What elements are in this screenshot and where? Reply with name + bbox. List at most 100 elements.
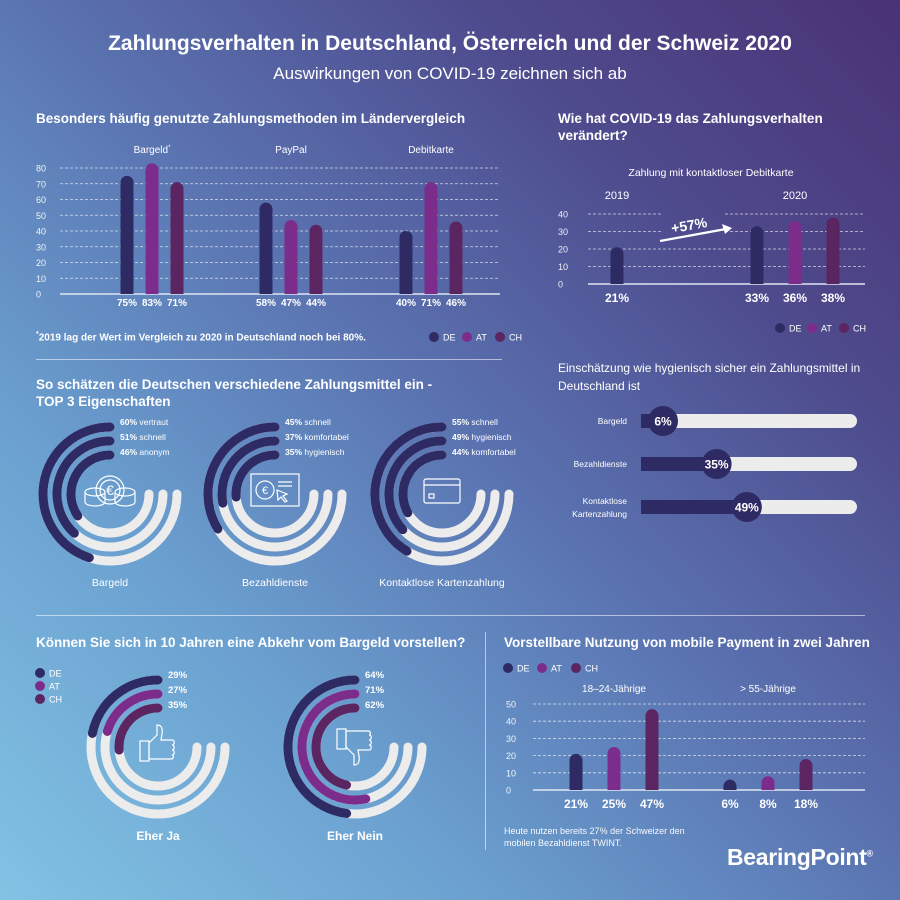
ring-value: 55%: [452, 417, 471, 427]
ring-attribute: hygienisch: [471, 432, 511, 442]
hygiene-row: Bezahldienste 35%: [574, 449, 857, 479]
radial-chart-cashless: 29% 27% 35% Eher Ja 64% 71% 62% Eher Nein: [86, 670, 427, 843]
y-tick-label: 10: [558, 262, 568, 272]
divider: [485, 632, 486, 850]
y-tick-label: 20: [36, 258, 46, 268]
progress-value: 35%: [705, 458, 729, 472]
progress-track: [641, 414, 857, 428]
ring-attribute: anonym: [139, 447, 169, 457]
screen: [250, 473, 300, 507]
credit-card-icon: [423, 478, 461, 504]
bar-ch: [799, 759, 813, 790]
y-tick-label: 40: [558, 210, 568, 220]
legend-label: DE: [789, 324, 802, 334]
group-label: 2020: [783, 190, 807, 202]
value-label: 6%: [721, 797, 739, 811]
thumbs-down-icon: [336, 728, 372, 766]
ring-value: 51%: [120, 432, 139, 442]
ring-label: 45% schnell: [285, 417, 331, 427]
legend-label: AT: [821, 324, 832, 334]
value-label: 8%: [759, 797, 777, 811]
legend-swatch-de: [35, 668, 45, 678]
thumb-cuff: [336, 728, 347, 750]
bar-de: [723, 779, 737, 790]
radial-bar: [102, 689, 163, 736]
row-label: Bargeld: [598, 416, 628, 426]
online-payment-icon: €: [250, 473, 300, 507]
bar-de: [120, 175, 134, 294]
mobile-footnote-line1: Heute nutzen bereits 27% der Schweizer d…: [504, 826, 685, 836]
ring-attribute: vertraut: [139, 417, 168, 427]
bar-de: [259, 202, 273, 294]
divider: [36, 359, 502, 360]
ring-attribute: hygienisch: [304, 447, 344, 457]
coin-stack: [84, 492, 106, 507]
legend-label: CH: [585, 664, 598, 674]
bar-de: [750, 226, 764, 284]
legend-swatch-de: [775, 323, 785, 333]
progress-fill: [641, 500, 747, 514]
radial-chart-label: Bezahldienste: [242, 577, 308, 589]
euro-coin: [95, 475, 125, 505]
bar-de: [569, 753, 583, 790]
group-label: Debitkarte: [408, 145, 454, 156]
bar-ch: [309, 224, 323, 294]
y-tick-label: 30: [558, 227, 568, 237]
legend-label: DE: [49, 669, 62, 679]
hygiene-row: Bargeld 6%: [598, 406, 857, 436]
arrow-head-icon: [722, 224, 732, 234]
radial-bar: [283, 675, 360, 818]
cursor-icon: [276, 489, 289, 503]
footnote-marker: *: [168, 145, 171, 151]
y-tick-label: 20: [558, 245, 568, 255]
ring-label: 51% schnell: [120, 432, 166, 442]
y-tick-label: 50: [506, 700, 516, 710]
bar-de: [610, 247, 624, 284]
euro-symbol: €: [262, 485, 268, 497]
progress-knob: [731, 492, 762, 522]
thumb-hand: [148, 724, 175, 760]
footnote-marker: *: [36, 331, 39, 338]
properties-heading: So schätzen die Deutschen verschiedene Z…: [36, 376, 432, 410]
radial-chart: 29% 27% 35% Eher Ja: [86, 670, 230, 843]
coin-stack: [114, 487, 136, 497]
bar-at: [761, 776, 775, 790]
page-title: Zahlungsverhalten in Deutschland, Österr…: [108, 32, 792, 55]
progress-knob: [701, 449, 732, 479]
thumb-hand: [345, 730, 372, 766]
radial-chart-label: Bargeld: [92, 577, 128, 589]
methods-footnote: *2019 lag der Wert im Vergleich zu 2020 …: [36, 331, 366, 343]
radial-chart-label: Eher Nein: [327, 829, 383, 843]
y-tick-label: 0: [36, 290, 41, 300]
y-tick-label: 10: [36, 274, 46, 284]
row-label: Kontaktlose: [583, 496, 628, 506]
value-label: 21%: [605, 291, 629, 305]
card: [423, 478, 461, 504]
ring-label: 49% hygienisch: [452, 432, 512, 442]
mobile-heading: Vorstellbare Nutzung von mobile Payment …: [504, 635, 870, 650]
legend-swatch-ch: [35, 694, 45, 704]
ring-label: 55% schnell: [452, 417, 498, 427]
legend-label: CH: [853, 324, 866, 334]
ring-label: 60% vertraut: [120, 417, 169, 427]
ring-value: 49%: [452, 432, 471, 442]
radial-bar: [398, 450, 447, 518]
hygiene-bars: Bargeld 6% Bezahldienste 35% Kontaktlose Kart…: [572, 406, 857, 522]
hygiene-row: Kontaktlose Kartenzahlung 49%: [572, 492, 857, 522]
legend-label: DE: [517, 664, 530, 674]
coins-icon: €: [84, 475, 136, 507]
radial-bar: [231, 450, 280, 502]
bar-de: [399, 231, 413, 294]
covid-heading: Wie hat COVID-19 das Zahlungsverhalten v…: [558, 110, 823, 144]
legend-label: AT: [551, 664, 562, 674]
group-label: 2019: [605, 190, 629, 202]
covid-heading-line2: verändert?: [558, 128, 628, 143]
logo-text: BearingPoint: [727, 844, 867, 870]
legend-label: DE: [443, 333, 456, 343]
mobile-footnote-line2: mobilen Bezahldienst TWINT.: [504, 838, 622, 848]
ring-value: 29%: [168, 670, 188, 681]
ring-attribute: komfortabel: [471, 447, 516, 457]
thumb: [336, 728, 372, 766]
